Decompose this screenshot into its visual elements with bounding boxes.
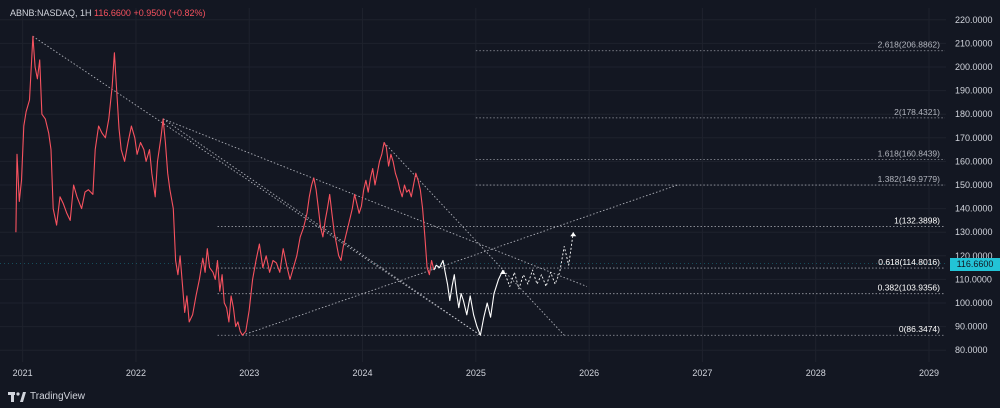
- x-axis: 2021 2022 2023 2024 2025 2026 2027 2028 2029: [13, 368, 939, 378]
- fib-label: 2(178.4321): [894, 107, 940, 117]
- projection-dashed-line: [504, 232, 574, 290]
- trend-line: [162, 118, 481, 336]
- y-tick-label: 150.0000: [955, 180, 993, 190]
- fib-label: 1.618(160.8439): [878, 148, 941, 158]
- x-tick-label: 2028: [806, 368, 826, 378]
- y-axis: 80.0000 90.0000 100.0000 110.0000 120.0000 13…: [955, 15, 993, 355]
- fib-label: 0.618(114.8016): [878, 257, 940, 267]
- tradingview-brand[interactable]: TradingView: [8, 391, 85, 402]
- projection-line: [433, 259, 504, 336]
- x-tick-label: 2029: [919, 368, 939, 378]
- x-tick-label: 2025: [466, 368, 486, 378]
- y-tick-label: 180.0000: [955, 109, 993, 119]
- y-tick-label: 200.0000: [955, 62, 993, 72]
- y-tick-label: 90.0000: [955, 322, 988, 332]
- y-tick-label: 110.0000: [955, 274, 992, 284]
- x-tick-label: 2026: [579, 368, 599, 378]
- projection-arrowhead: [500, 269, 507, 274]
- x-tick-label: 2022: [126, 368, 146, 378]
- current-price-tag: 116.6600: [950, 257, 1000, 271]
- y-tick-label: 130.0000: [955, 227, 993, 237]
- fib-label: 1(132.3898): [894, 216, 940, 226]
- x-tick-label: 2027: [692, 368, 712, 378]
- symbol-change: +0.9500 (+0.82%): [133, 8, 206, 18]
- trend-line: [162, 118, 588, 287]
- y-tick-label: 190.0000: [955, 86, 993, 96]
- fib-label: 2.618(206.8862): [878, 40, 941, 50]
- y-tick-label: 160.0000: [955, 156, 993, 166]
- fib-label: 1.382(149.9779): [878, 174, 941, 184]
- price-line: [15, 35, 435, 336]
- y-tick-label: 140.0000: [955, 204, 993, 214]
- y-tick-label: 170.0000: [955, 133, 993, 143]
- x-tick-label: 2023: [239, 368, 259, 378]
- y-tick-label: 100.0000: [955, 298, 993, 308]
- fib-label: 0(86.3474): [899, 324, 940, 334]
- trend-lines: [32, 35, 678, 336]
- symbol-name: ABNB:NASDAQ, 1H: [10, 8, 92, 18]
- x-tick-label: 2021: [13, 368, 33, 378]
- tradingview-logo-icon: [8, 391, 26, 402]
- x-tick-label: 2024: [353, 368, 373, 378]
- y-tick-label: 80.0000: [955, 345, 988, 355]
- symbol-header: ABNB:NASDAQ, 1H 116.6600 +0.9500 (+0.82%…: [10, 8, 206, 18]
- fib-levels: 2.618(206.8862) 2(178.4321) 1.618(160.8439…: [217, 40, 945, 336]
- fib-label: 0.382(103.9356): [878, 283, 941, 293]
- chart-grid: [0, 8, 946, 362]
- y-tick-label: 220.0000: [955, 15, 993, 25]
- symbol-price: 116.6600: [94, 8, 131, 18]
- projection-arrowhead-dashed: [570, 232, 577, 237]
- brand-name: TradingView: [30, 391, 86, 402]
- y-tick-label: 120.0000: [955, 251, 993, 261]
- y-tick-label: 210.0000: [955, 38, 993, 48]
- trend-line: [383, 142, 565, 336]
- price-series: [15, 35, 577, 336]
- trend-line: [32, 35, 481, 336]
